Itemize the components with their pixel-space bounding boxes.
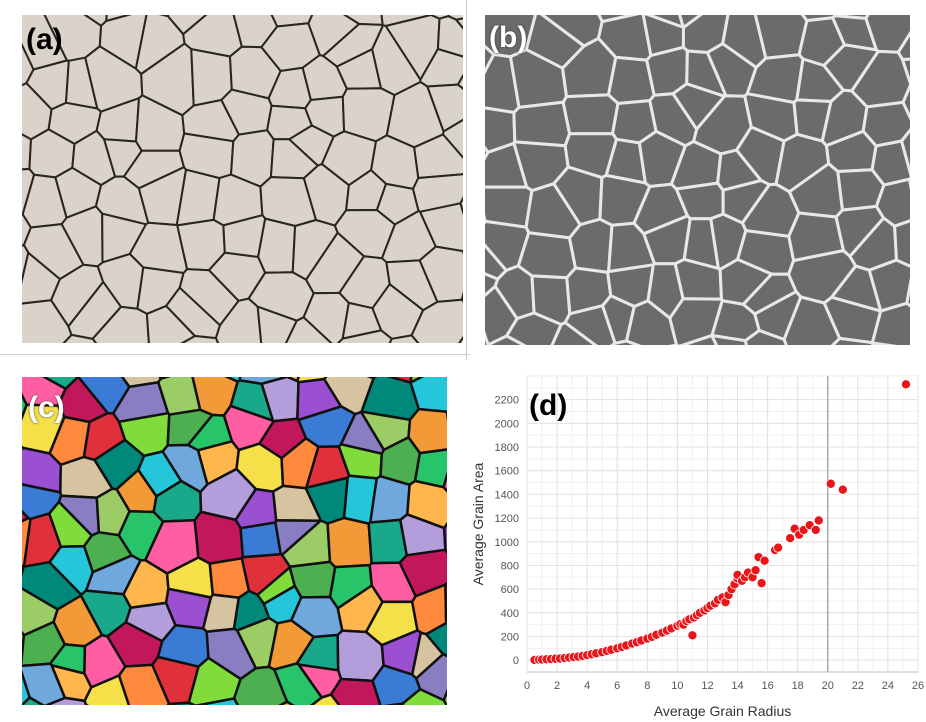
data-point: [773, 542, 784, 553]
data-point: [750, 565, 761, 576]
panel-label-d: (d): [529, 389, 568, 422]
x-tick-label: 22: [852, 680, 864, 692]
scatter-panel-d: 0 2 4 6 8 10 12 14 16 18 20 22 24 26 0 200 400 600 800 1000…: [470, 358, 926, 722]
y-tick-label: 1000: [495, 537, 519, 549]
x-tick-label: 12: [701, 680, 713, 692]
micrograph-image: [22, 15, 463, 343]
data-point: [900, 379, 911, 390]
x-tick-label: 0: [524, 680, 530, 692]
y-tick-label: 600: [501, 584, 519, 596]
segmentation-image: [22, 377, 447, 705]
data-point: [785, 533, 796, 544]
frame-line-vertical: [466, 0, 467, 360]
scatter-chart: 0 2 4 6 8 10 12 14 16 18 20 22 24 2602004006008001000…: [470, 375, 924, 719]
y-tick-label: 1600: [495, 466, 519, 478]
data-point: [810, 524, 821, 535]
x-tick-label: 4: [584, 680, 590, 692]
x-tick-label: 24: [882, 680, 894, 692]
panel-label-b: (b): [489, 21, 528, 54]
x-tick-label: 2: [554, 680, 560, 692]
y-axis-label: Average Grain Area: [470, 462, 486, 585]
edge-image: [485, 15, 910, 345]
x-tick-label: 26: [912, 680, 924, 692]
y-tick-label: 2000: [495, 418, 519, 430]
y-tick-label: 400: [501, 608, 519, 620]
data-point: [756, 578, 767, 589]
y-tick-label: 1800: [495, 442, 519, 454]
x-tick-label: 20: [822, 680, 834, 692]
x-axis-label: Average Grain Radius: [654, 703, 791, 719]
panel-label-a: (a): [26, 23, 63, 56]
x-tick-label: 16: [761, 680, 773, 692]
y-tick-label: 1400: [495, 489, 519, 501]
micrograph-panel-a: (a): [22, 15, 463, 343]
y-tick-label: 800: [501, 560, 519, 572]
x-tick-label: 8: [644, 680, 650, 692]
data-point: [837, 484, 848, 495]
x-tick-label: 18: [792, 680, 804, 692]
y-tick-label: 0: [513, 655, 519, 667]
y-tick-label: 2200: [495, 395, 519, 407]
data-point: [813, 515, 824, 526]
edge-panel-b: (b): [485, 15, 910, 345]
x-tick-label: 14: [731, 680, 743, 692]
frame-line-horizontal: [0, 354, 470, 355]
data-point: [687, 630, 698, 641]
x-tick-label: 6: [614, 680, 620, 692]
y-tick-label: 1200: [495, 513, 519, 525]
y-tick-label: 200: [501, 631, 519, 643]
panel-label-c: (c): [28, 391, 65, 424]
data-point: [759, 555, 770, 566]
data-point: [825, 478, 836, 489]
x-tick-label: 10: [671, 680, 683, 692]
segmented-panel-c: (c): [22, 377, 447, 705]
